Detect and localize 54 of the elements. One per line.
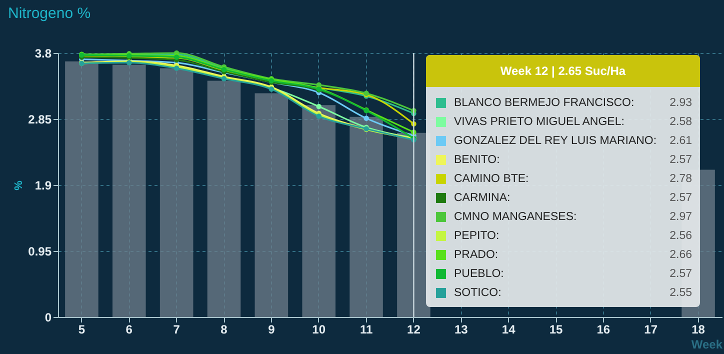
legend-label: PEPITO: bbox=[454, 230, 500, 242]
y-tick-label: 1.9 bbox=[34, 178, 52, 192]
x-tick-label: 16 bbox=[596, 322, 610, 336]
legend-label: CARMINA: bbox=[454, 192, 512, 204]
annotation: 2.58 bbox=[670, 116, 692, 128]
annotation: 2.97 bbox=[670, 210, 692, 222]
bar bbox=[160, 68, 194, 317]
bar bbox=[350, 116, 383, 317]
x-tick-label: 11 bbox=[360, 322, 373, 336]
legend-label: PUEBLO: bbox=[454, 268, 505, 280]
x-tick-label: 10 bbox=[312, 322, 326, 336]
annotation: 2.57 bbox=[670, 154, 692, 166]
legend-label: BLANCO BERMEJO FRANCISCO: bbox=[454, 96, 636, 108]
x-tick-label: 12 bbox=[407, 322, 421, 336]
legend-label: GONZALEZ DEL REY LUIS MARIANO: bbox=[454, 134, 658, 146]
bar bbox=[65, 61, 98, 317]
x-tick-label: 7 bbox=[173, 322, 180, 336]
y-tick-label: 2.85 bbox=[28, 112, 52, 126]
legend-label: PRADO: bbox=[454, 248, 500, 260]
annotation: 2.61 bbox=[670, 134, 692, 146]
x-tick-label: 9 bbox=[268, 322, 276, 336]
tooltip-header: Week 12 | 2.65 Suc/Ha bbox=[426, 55, 700, 87]
annotation: 2.57 bbox=[670, 192, 692, 204]
annotation: 2.78 bbox=[670, 172, 692, 184]
annotation: 2.57 bbox=[670, 268, 692, 280]
chart-title: Nitrogeno % bbox=[8, 5, 91, 22]
y-tick-label: 0.95 bbox=[28, 244, 52, 258]
point bbox=[364, 116, 369, 121]
x-tick-label: 5 bbox=[78, 322, 86, 336]
x-tick-label: 14 bbox=[502, 322, 516, 336]
annotation: 2.56 bbox=[670, 230, 692, 242]
y-axis-title: % bbox=[13, 180, 26, 190]
legend-label: BENITO: bbox=[454, 154, 501, 166]
x-tick-label: 17 bbox=[644, 322, 658, 336]
x-tick-label: 8 bbox=[220, 322, 228, 336]
x-axis-title: Week bbox=[691, 338, 723, 352]
x-tick-label: 13 bbox=[454, 322, 468, 336]
x-tick-label: 15 bbox=[549, 322, 563, 336]
legend-label: VIVAS PRIETO MIGUEL ANGEL: bbox=[454, 116, 626, 128]
y-tick-label: 3.8 bbox=[34, 46, 52, 60]
legend-label: SOTICO: bbox=[454, 286, 502, 298]
bar bbox=[112, 64, 146, 317]
bar bbox=[302, 105, 336, 317]
y-tick-label: 0 bbox=[44, 310, 52, 324]
legend-label: CMNO MANGANESES: bbox=[454, 210, 578, 222]
x-tick-label: 18 bbox=[692, 322, 706, 336]
bar bbox=[254, 93, 288, 317]
bar bbox=[207, 80, 241, 317]
x-tick-label: 6 bbox=[126, 322, 133, 336]
annotation: 2.66 bbox=[670, 248, 692, 260]
annotation: 2.93 bbox=[670, 96, 692, 108]
point bbox=[316, 104, 322, 110]
legend-label: CAMINO BTE: bbox=[454, 172, 530, 184]
annotation: 2.55 bbox=[670, 286, 692, 298]
